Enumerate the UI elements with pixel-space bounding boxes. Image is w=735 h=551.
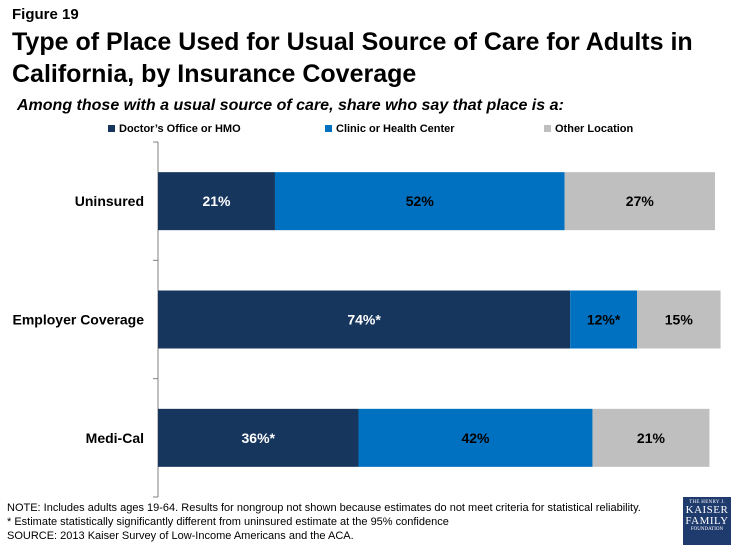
bar-segment xyxy=(158,290,571,349)
legend-item-other: Other Location xyxy=(544,123,633,135)
legend-label-clinic: Clinic or Health Center xyxy=(336,123,455,135)
logo-line-1: THE HENRY J. xyxy=(689,500,725,505)
bar-segment xyxy=(158,408,359,467)
bar-value-label: 15% xyxy=(665,312,694,328)
bar-segment xyxy=(158,172,275,231)
bar-value-label: 36%* xyxy=(242,430,276,446)
source-note: SOURCE: 2013 Kaiser Survey of Low-Income… xyxy=(7,530,354,542)
bar-segment xyxy=(564,172,715,231)
legend-swatch-clinic xyxy=(325,125,332,132)
bar-value-label: 74%* xyxy=(347,312,381,328)
logo-line-3: FAMILY xyxy=(685,515,729,527)
bar-segment xyxy=(358,408,593,467)
bar-segment xyxy=(637,290,721,349)
bar-value-label: 12%* xyxy=(587,312,621,328)
legend-item-clinic: Clinic or Health Center xyxy=(325,123,455,135)
bar-value-label: 42% xyxy=(461,430,490,446)
bar-value-label: 21% xyxy=(202,193,231,209)
legend-swatch-doctor xyxy=(108,125,115,132)
significance-note: * Estimate statistically significantly d… xyxy=(7,516,449,528)
legend-swatch-other xyxy=(544,125,551,132)
bar-segment xyxy=(592,408,710,467)
bar-segment xyxy=(274,172,565,231)
kff-logo: THE HENRY J. KAISER FAMILY FOUNDATION xyxy=(683,497,731,545)
bar-value-label: 52% xyxy=(406,193,435,209)
legend-label-other: Other Location xyxy=(555,123,634,135)
logo-line-4: FOUNDATION xyxy=(690,527,724,532)
category-label: Employer Coverage xyxy=(13,312,145,328)
chart-title: Type of Place Used for Usual Source of C… xyxy=(12,28,693,88)
note-text: NOTE: Includes adults ages 19-64. Result… xyxy=(7,502,641,514)
logo-line-2: KAISER xyxy=(685,504,729,516)
bar-value-label: 27% xyxy=(626,193,655,209)
chart-subtitle: Among those with a usual source of care,… xyxy=(17,97,564,114)
category-label: Medi-Cal xyxy=(86,430,144,446)
legend-item-doctor: Doctor’s Office or HMO xyxy=(108,123,241,135)
bar-value-label: 21% xyxy=(637,430,666,446)
legend-label-doctor: Doctor’s Office or HMO xyxy=(119,123,241,135)
figure-label: Figure 19 xyxy=(12,6,79,23)
category-label: Uninsured xyxy=(75,193,144,209)
bar-segment xyxy=(570,290,638,349)
